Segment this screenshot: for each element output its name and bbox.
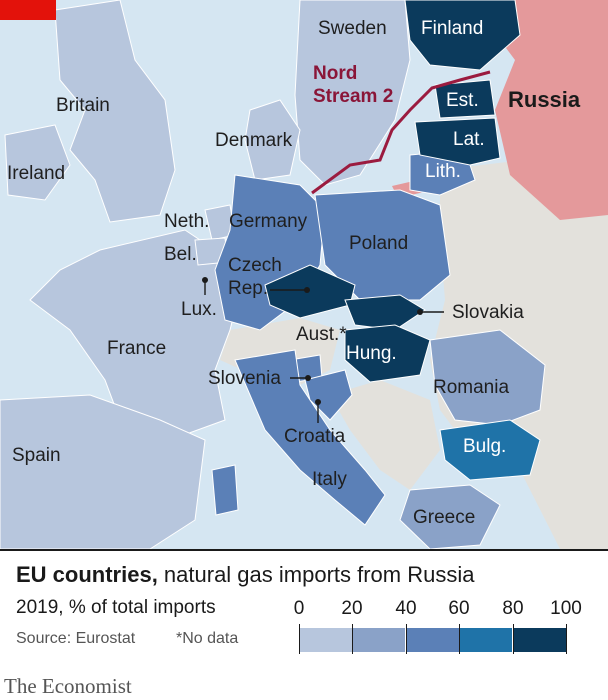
nord-stream-2-pipeline <box>311 70 491 195</box>
lux-dot <box>202 277 208 283</box>
economist-logo: The Economist <box>4 674 132 698</box>
label-netherlands: Neth. <box>164 211 210 232</box>
label-croatia: Croatia <box>284 426 346 447</box>
label-pipeline-2: Stream 2 <box>313 86 394 107</box>
russia-region <box>470 0 608 220</box>
label-romania: Romania <box>433 377 510 398</box>
latvia-shape <box>414 117 501 166</box>
ireland-shape <box>4 124 71 201</box>
label-slovakia: Slovakia <box>452 302 524 323</box>
label-poland: Poland <box>349 233 409 254</box>
label-bulgaria: Bulg. <box>463 436 507 457</box>
legend-sep-3 <box>459 624 460 654</box>
label-italy: Italy <box>312 469 347 490</box>
legend-tick-60: 60 <box>448 598 470 619</box>
legend-tick-20: 20 <box>341 598 363 619</box>
slovenia-dot <box>305 375 311 381</box>
britain-shape <box>54 0 176 223</box>
label-lithuania: Lith. <box>425 161 461 182</box>
spain-shape <box>0 394 206 549</box>
sardinia-shape <box>211 464 239 516</box>
label-czech-2: Rep. <box>228 278 269 299</box>
legend-note: *No data <box>176 630 239 647</box>
label-czech-1: Czech <box>228 255 282 276</box>
legend-swatch-3 <box>459 628 512 652</box>
hungary-shape <box>344 324 431 383</box>
slovakia-dot <box>417 309 423 315</box>
sweden-shape <box>294 0 411 186</box>
label-pipeline-1: Nord <box>313 63 358 84</box>
romania-shape <box>429 329 546 426</box>
legend-tick-80: 80 <box>502 598 524 619</box>
brand-red-tag <box>0 0 56 20</box>
legend-sep-5 <box>566 624 567 654</box>
legend-sep-0 <box>299 624 300 654</box>
bin-20-40 <box>399 329 546 549</box>
legend-swatch-2 <box>406 628 459 652</box>
czech-dot <box>304 287 310 293</box>
legend-source: Source: Eurostat <box>16 630 136 647</box>
label-britain: Britain <box>56 95 110 116</box>
label-denmark: Denmark <box>215 130 293 151</box>
label-austria: Aust.* <box>296 324 347 345</box>
bin-60-80 <box>439 419 541 481</box>
label-finland: Finland <box>421 18 484 39</box>
legend-swatch-1 <box>352 628 405 652</box>
legend-sep-2 <box>406 624 407 654</box>
label-sweden: Sweden <box>318 18 387 39</box>
greece-shape <box>399 484 501 549</box>
legend-tick-40: 40 <box>395 598 417 619</box>
legend-subtitle: 2019, % of total imports <box>16 597 216 618</box>
estonia-shape <box>434 79 496 119</box>
label-estonia: Est. <box>446 90 479 111</box>
label-latvia: Lat. <box>453 129 485 150</box>
legend-sep-4 <box>513 624 514 654</box>
label-slovenia: Slovenia <box>208 368 281 389</box>
legend-title-bold: EU countries, <box>16 562 158 587</box>
legend-title-rest: natural gas imports from Russia <box>157 562 475 587</box>
denmark-shape <box>244 99 301 181</box>
europe-map <box>0 0 608 549</box>
label-germany: Germany <box>229 211 308 232</box>
bin-80-100 <box>264 0 521 383</box>
croatia-shape <box>304 369 353 421</box>
poland-shape <box>314 189 451 301</box>
bin-0-20 <box>0 0 411 549</box>
label-france: France <box>107 338 167 359</box>
legend-swatch-0 <box>299 628 352 652</box>
finland-shape <box>404 0 521 71</box>
legend-tick-0: 0 <box>293 598 305 619</box>
label-luxembourg: Lux. <box>181 299 217 320</box>
croatia-dot <box>315 399 321 405</box>
slovakia-shape <box>344 294 426 331</box>
legend-swatch-4 <box>513 628 566 652</box>
bulgaria-shape <box>439 419 541 481</box>
label-hungary: Hung. <box>346 343 397 364</box>
legend-top-rule <box>0 549 608 551</box>
legend-title: EU countries, natural gas imports from R… <box>16 562 474 588</box>
label-spain: Spain <box>12 445 61 466</box>
legend-sep-1 <box>352 624 353 654</box>
label-ireland: Ireland <box>7 163 66 184</box>
legend-tick-100: 100 <box>550 598 582 619</box>
italy-shape <box>234 349 386 526</box>
label-russia: Russia <box>508 87 581 112</box>
label-greece: Greece <box>413 507 476 528</box>
label-dots <box>202 277 423 405</box>
label-belgium: Bel. <box>164 244 197 265</box>
